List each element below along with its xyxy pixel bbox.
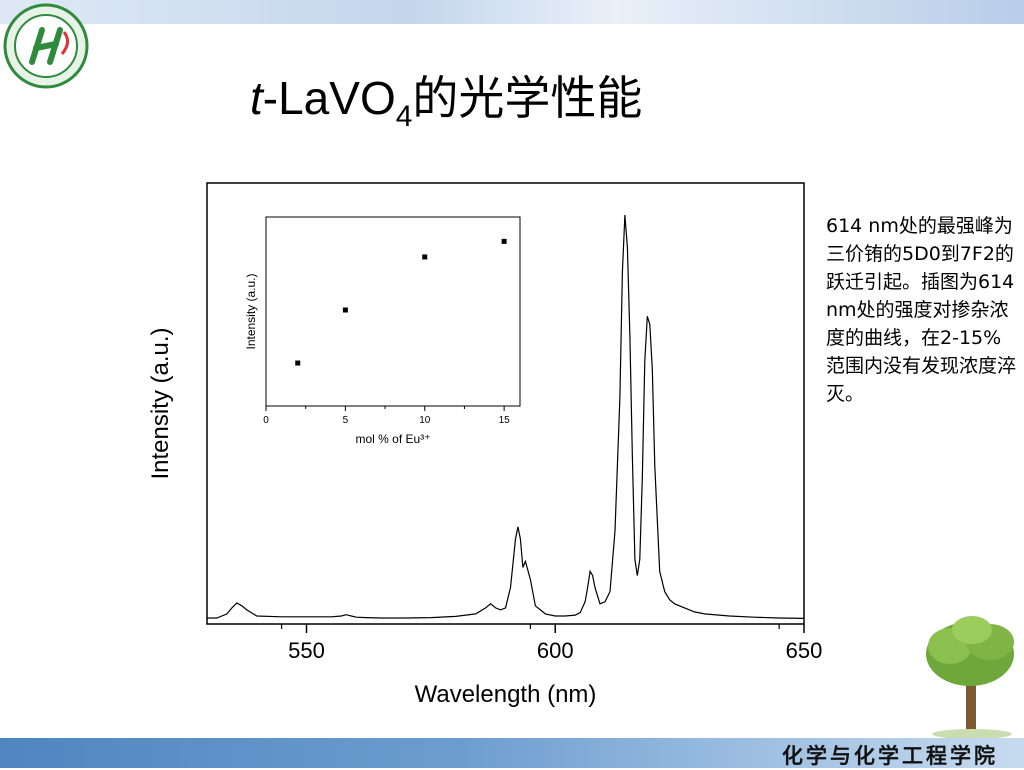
inset-y-axis-label: Intensity (a.u.) [244, 273, 258, 349]
bottom-band [0, 738, 1024, 768]
y-axis-label: Intensity (a.u.) [147, 327, 174, 479]
x-tick-label: 600 [537, 638, 574, 663]
title-suffix: 的光学性能 [412, 72, 643, 124]
inset-x-tick-label: 15 [499, 415, 511, 426]
title-subscript: 4 [395, 100, 413, 133]
description-text: 614 nm处的最强峰为三价铕的5D0到7F2的跃迁引起。插图为614 nm处的… [826, 215, 1017, 405]
inset-data-point [422, 254, 428, 260]
inset-data-point [295, 360, 301, 366]
spectrum-line [207, 214, 805, 619]
x-axis-label: Wavelength (nm) [415, 681, 597, 708]
top-band [0, 0, 1024, 24]
inset-x-axis-label: mol % of Eu³⁺ [355, 432, 430, 446]
inset-x-tick-label: 0 [263, 415, 269, 426]
x-tick-label: 650 [786, 638, 823, 663]
title-prefix: -LaVO [262, 72, 396, 124]
title-italic-part: t [250, 72, 263, 124]
footer-college-name: 化学与化学工程学院 [782, 743, 998, 768]
slide-title: t-LaVO4的光学性能 [250, 62, 642, 134]
emission-spectrum-chart: 550 600 650 Wavelength (nm) Intensity (a.u.)… [147, 182, 823, 708]
inset-data-point [501, 238, 507, 244]
inset-x-tick-label: 5 [343, 415, 349, 426]
inset-data-point [342, 307, 348, 313]
tree-icon [926, 616, 1014, 738]
main-plot-frame [206, 182, 805, 625]
x-tick-label: 550 [288, 638, 325, 663]
school-logo-icon [3, 3, 89, 89]
inset-plot-frame [265, 216, 521, 407]
inset-x-tick-label: 10 [419, 415, 431, 426]
